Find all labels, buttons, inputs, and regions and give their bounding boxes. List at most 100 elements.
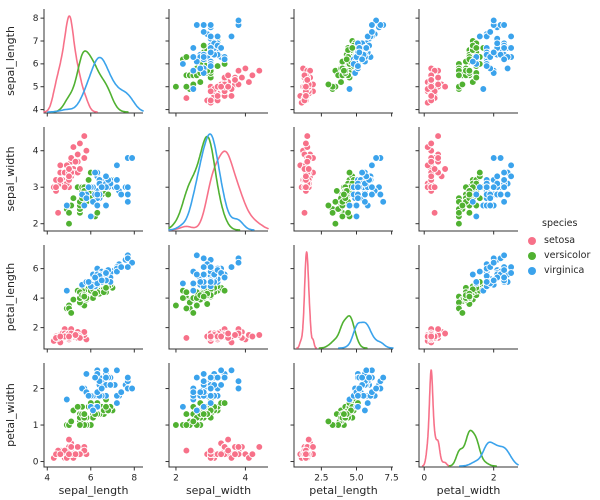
svg-text:7.5: 7.5 — [384, 474, 398, 484]
svg-text:4: 4 — [33, 105, 39, 115]
tick-labels: 2 3 4 — [33, 147, 39, 230]
svg-text:6: 6 — [33, 60, 39, 70]
series-setosa — [182, 64, 264, 107]
series-virginica — [345, 16, 388, 93]
svg-text:5: 5 — [33, 83, 39, 93]
x-axis-title-sepal_length: sepal_length — [59, 484, 129, 497]
tick-labels: 2 4 6 — [33, 264, 39, 333]
tick-marks — [40, 268, 135, 353]
svg-text:7: 7 — [33, 37, 39, 47]
subplot-sepal_width-vs-petal_width — [415, 127, 518, 235]
kde-curve-versicolor — [448, 429, 497, 467]
kde-curve-virginica — [338, 321, 394, 349]
svg-text:6: 6 — [33, 264, 39, 274]
series-virginica — [345, 154, 388, 221]
tick-labels: 2.5 5.0 7.5 — [314, 474, 399, 484]
series-setosa — [296, 64, 317, 107]
subplot-petal_width-vs-sepal_length: 4 6 8 0 1 2 — [33, 363, 143, 484]
subplot-petal_length-vs-sepal_length: 2 4 6 — [33, 245, 143, 353]
series-setosa — [296, 435, 317, 462]
subplot-sepal_length-vs-petal_length — [290, 9, 393, 117]
svg-text:8: 8 — [33, 14, 39, 24]
series-virginica — [468, 16, 515, 93]
legend-marker-versicolor — [528, 251, 536, 260]
svg-text:4: 4 — [33, 294, 39, 304]
series-virginica — [468, 251, 515, 295]
svg-text:2: 2 — [33, 323, 39, 333]
subplot-petal_length-vs-petal_width — [415, 245, 518, 353]
series-setosa — [423, 132, 449, 217]
tick-marks — [165, 150, 246, 235]
subplot-petal_width-vs-petal_length: 2.5 5.0 7.5 — [290, 363, 399, 484]
series-setosa — [182, 325, 264, 347]
kde-curve-setosa — [168, 150, 269, 231]
y-axis-title-petal_length: petal_length — [4, 263, 17, 331]
svg-text:3: 3 — [33, 183, 39, 193]
subplot-sepal_length-vs-sepal_length: 4 5 6 7 8 — [33, 9, 144, 117]
legend-item-setosa: setosa — [526, 233, 590, 248]
y-axis-title-sepal_length: sepal_length — [4, 26, 17, 96]
series-setosa — [49, 435, 91, 462]
series-virginica — [62, 154, 136, 221]
subplot-petal_length-vs-sepal_width — [165, 245, 268, 353]
series-setosa — [296, 132, 317, 217]
svg-text:8: 8 — [131, 474, 137, 484]
legend-label-virginica: virginica — [544, 265, 585, 276]
series-setosa — [182, 435, 264, 462]
svg-text:6: 6 — [88, 474, 94, 484]
svg-text:0: 0 — [421, 474, 427, 484]
legend-marker-setosa — [528, 236, 536, 245]
tick-marks — [415, 268, 495, 353]
subplot-sepal_width-vs-petal_length — [290, 127, 393, 235]
kde-curve-setosa — [421, 369, 451, 467]
tick-marks — [290, 150, 393, 235]
tick-marks — [290, 388, 393, 471]
series-virginica — [179, 16, 243, 93]
svg-text:2: 2 — [33, 384, 39, 394]
tick-marks — [165, 388, 246, 471]
series-setosa — [423, 325, 449, 347]
svg-text:4: 4 — [243, 474, 249, 484]
kde-curve-virginica — [47, 56, 144, 113]
kde-curve-virginica — [168, 133, 255, 231]
series-virginica — [179, 366, 243, 415]
tick-labels: 4 6 8 0 1 2 — [33, 384, 138, 483]
series-virginica — [179, 251, 243, 295]
series-virginica — [468, 154, 515, 221]
subplot-sepal_length-vs-sepal_width — [165, 9, 268, 117]
subplot-petal_length-vs-petal_length — [290, 245, 394, 353]
legend-label-setosa: setosa — [544, 235, 576, 246]
tick-marks — [165, 268, 246, 353]
x-axis-title-sepal_width: sepal_width — [186, 484, 251, 497]
subplot-sepal_length-vs-petal_width — [415, 9, 518, 117]
tick-marks — [40, 17, 135, 117]
svg-text:2: 2 — [491, 474, 497, 484]
svg-text:2: 2 — [173, 474, 179, 484]
kde-curve-setosa — [296, 251, 318, 349]
series-virginica — [62, 251, 136, 295]
y-axis-title-petal_width: petal_width — [4, 383, 17, 447]
subplot-sepal_width-vs-sepal_length: 2 3 4 — [33, 127, 143, 235]
species-legend: species setosa versicolor virginica — [526, 218, 590, 278]
series-versicolor — [324, 168, 362, 228]
series-setosa — [49, 132, 91, 217]
series-virginica — [62, 366, 136, 415]
tick-marks — [415, 17, 495, 117]
tick-marks — [290, 17, 393, 117]
legend-marker-virginica — [528, 266, 536, 275]
kde-curve-setosa — [43, 15, 98, 113]
tick-marks — [415, 388, 495, 471]
legend-item-versicolor: versicolor — [526, 248, 590, 263]
subplot-sepal_width-vs-sepal_width — [165, 127, 269, 235]
y-axis-title-sepal_width: sepal_width — [4, 146, 17, 211]
tick-labels: 4 5 6 7 8 — [33, 14, 39, 115]
tick-marks — [165, 17, 246, 117]
kde-curve-versicolor — [318, 315, 368, 349]
series-virginica — [345, 366, 388, 415]
tick-marks — [415, 150, 495, 235]
